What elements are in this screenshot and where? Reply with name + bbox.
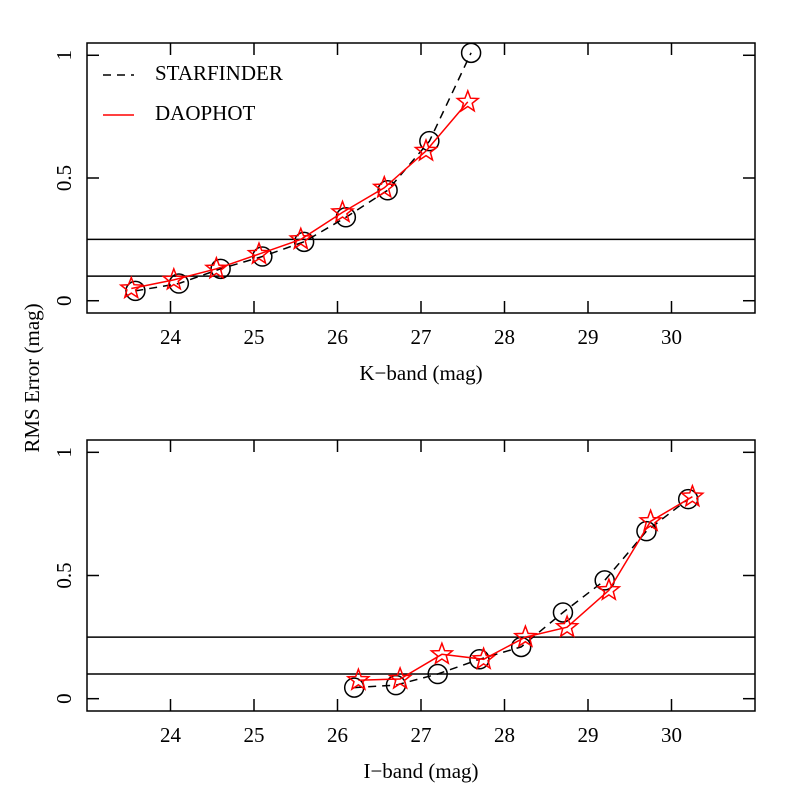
x-tick-label: 28 bbox=[494, 723, 515, 747]
x-tick-label: 24 bbox=[160, 325, 182, 349]
plot-frame bbox=[86, 439, 756, 712]
x-axis-label: I−band (mag) bbox=[363, 759, 478, 783]
star-marker bbox=[118, 275, 144, 300]
series-line bbox=[131, 101, 469, 290]
y-tick-label: 0 bbox=[52, 693, 76, 704]
x-tick-label: 29 bbox=[578, 723, 599, 747]
star-marker bbox=[638, 508, 664, 532]
circle-marker bbox=[419, 130, 440, 152]
star-marker bbox=[161, 266, 187, 291]
circle-marker bbox=[636, 520, 657, 542]
star-marker bbox=[288, 226, 314, 251]
x-tick-label: 30 bbox=[661, 723, 682, 747]
x-tick-label: 29 bbox=[578, 325, 599, 349]
x-tick-label: 24 bbox=[160, 723, 182, 747]
circle-marker bbox=[552, 602, 574, 623]
star-marker bbox=[413, 137, 439, 162]
star-marker bbox=[429, 641, 455, 665]
y-axis-label: RMS Error (mag) bbox=[20, 303, 44, 452]
star-marker bbox=[512, 623, 538, 648]
star-marker bbox=[471, 646, 497, 670]
x-tick-label: 28 bbox=[494, 325, 515, 349]
legend-label: DAOPHOT bbox=[155, 101, 256, 125]
star-marker bbox=[329, 199, 356, 224]
y-tick-label: 1 bbox=[52, 50, 76, 61]
x-axis-label: K−band (mag) bbox=[359, 361, 482, 385]
circle-marker bbox=[427, 663, 448, 685]
star-marker bbox=[387, 665, 413, 690]
star-marker bbox=[596, 577, 622, 601]
star-marker bbox=[455, 88, 481, 113]
series-line bbox=[354, 498, 689, 689]
circle-marker bbox=[377, 180, 398, 201]
x-tick-label: 25 bbox=[244, 723, 265, 747]
y-tick-label: 0 bbox=[52, 295, 76, 306]
y-tick-label: 0.5 bbox=[52, 165, 76, 191]
series-line bbox=[135, 52, 472, 292]
x-tick-label: 25 bbox=[244, 325, 265, 349]
star-marker bbox=[203, 255, 229, 280]
circle-marker bbox=[510, 636, 532, 658]
y-tick-label: 1 bbox=[52, 447, 76, 458]
x-tick-label: 30 bbox=[661, 325, 682, 349]
x-tick-label: 26 bbox=[327, 325, 348, 349]
x-tick-label: 27 bbox=[411, 723, 432, 747]
circle-marker bbox=[460, 42, 482, 64]
x-tick-label: 27 bbox=[411, 325, 432, 349]
legend-label: STARFINDER bbox=[155, 61, 283, 85]
y-tick-label: 0.5 bbox=[52, 562, 76, 588]
star-marker bbox=[246, 240, 272, 265]
star-marker bbox=[371, 174, 397, 199]
series-line bbox=[358, 496, 693, 681]
star-marker bbox=[554, 614, 580, 638]
x-tick-label: 26 bbox=[327, 723, 348, 747]
star-marker bbox=[345, 667, 371, 691]
star-marker bbox=[679, 483, 705, 508]
